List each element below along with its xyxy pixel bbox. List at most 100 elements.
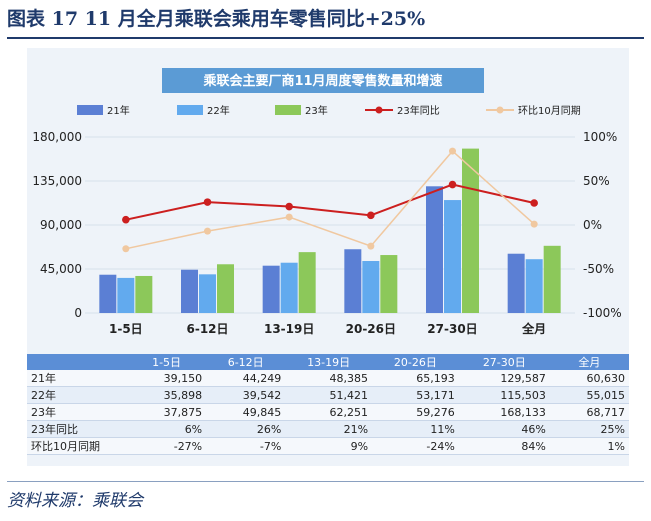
table-header-cell: 1-5日 xyxy=(127,354,207,370)
table-header-cell: 6-12日 xyxy=(206,354,286,370)
y2-tick-label: 0% xyxy=(583,218,602,232)
table-cell: -7% xyxy=(206,437,286,455)
table-row: 23年同比 6% 26% 21% 11% 46% 25% xyxy=(27,420,629,438)
bar-23年-20-26日 xyxy=(380,255,398,313)
table-cell: 59,276 xyxy=(372,403,459,421)
line-环比10月同期 xyxy=(125,150,535,250)
point-23年同比-6-12日 xyxy=(203,198,212,206)
point-环比10月同期-27-30日 xyxy=(449,147,456,155)
point-环比10月同期-13-19日 xyxy=(285,213,293,221)
legend-swatch-2 xyxy=(275,105,301,115)
source-note: 资料来源：乘联会 xyxy=(7,491,143,511)
table-cell: 49,845 xyxy=(206,403,286,421)
bar-21年-全月 xyxy=(507,253,525,313)
table-cell: 26% xyxy=(206,420,286,438)
point-23年同比-全月 xyxy=(530,199,538,207)
legend-label-1: 22年 xyxy=(207,104,230,117)
footer-rule xyxy=(7,481,644,482)
table-row-label: 23年同比 xyxy=(27,420,127,438)
table-cell: 39,150 xyxy=(127,370,207,387)
legend-label-2: 23年 xyxy=(305,104,328,117)
x-tick-label: 27-30日 xyxy=(427,322,477,336)
bar-22年-20-26日 xyxy=(362,261,380,313)
table-cell: 9% xyxy=(285,437,373,455)
bar-23年-1-5日 xyxy=(135,275,153,313)
title-rule xyxy=(7,37,644,39)
table-cell: 35,898 xyxy=(127,386,207,404)
table-row: 23年 37,875 49,845 62,251 59,276 168,133 68,717 xyxy=(27,403,629,421)
bar-22年-全月 xyxy=(525,259,543,313)
y2-tick-label: -100% xyxy=(583,306,622,320)
legend-marker-4 xyxy=(496,106,504,114)
bar-22年-1-5日 xyxy=(117,277,135,313)
table-cell: 39,542 xyxy=(206,386,286,404)
table-row: 环比10月同期 -27% -7% 9% -24% 84% 1% xyxy=(27,437,629,455)
table-cell: 129,587 xyxy=(458,370,550,387)
table-row-label: 23年 xyxy=(27,403,127,421)
table-header-cell: 全月 xyxy=(549,354,629,370)
chart-title: 乘联会主要厂商11月周度零售数量和增速 xyxy=(202,73,442,89)
point-23年同比-27-30日 xyxy=(448,180,457,189)
chart-title-banner xyxy=(162,68,484,93)
table-cell: 1% xyxy=(549,437,629,455)
table-row-label: 21年 xyxy=(27,370,127,387)
table-cell: 11% xyxy=(372,420,459,438)
bar-22年-13-19日 xyxy=(280,262,298,313)
x-tick-label: 6-12日 xyxy=(186,322,228,336)
x-tick-label: 全月 xyxy=(521,321,546,336)
table-row: 21年 39,150 44,249 48,385 65,193 129,587 60,630 xyxy=(27,370,629,387)
point-23年同比-1-5日 xyxy=(122,215,130,224)
table-row-label: 环比10月同期 xyxy=(27,437,127,455)
point-23年同比-13-19日 xyxy=(285,202,293,211)
data-table: 1-5日 6-12日 13-19日 20-26日 27-30日 全月 21年 39,150 4… xyxy=(27,354,629,455)
point-环比10月同期-20-26日 xyxy=(367,242,375,250)
table-cell: 62,251 xyxy=(285,403,373,421)
legend-label-3: 23年同比 xyxy=(397,104,440,117)
table-cell: -27% xyxy=(127,437,207,455)
table-cell: 168,133 xyxy=(458,403,550,421)
bar-23年-6-12日 xyxy=(217,264,234,313)
y2-tick-label: 50% xyxy=(583,174,610,188)
table-cell: 48,385 xyxy=(285,370,373,387)
y2-tick-label: 100% xyxy=(583,130,617,144)
table-cell: 21% xyxy=(285,420,373,438)
point-环比10月同期-全月 xyxy=(530,220,538,228)
line-23年同比 xyxy=(125,183,535,221)
bar-21年-13-19日 xyxy=(262,265,280,313)
table-cell: 44,249 xyxy=(206,370,286,387)
table-cell: 53,171 xyxy=(372,386,459,404)
bar-23年-13-19日 xyxy=(298,252,316,313)
bar-21年-27-30日 xyxy=(426,186,443,313)
bar-22年-27-30日 xyxy=(444,200,461,313)
table-header-cell: 27-30日 xyxy=(458,354,550,370)
table-row: 22年 35,898 39,542 51,421 53,171 115,503 55,015 xyxy=(27,386,629,404)
table-header-cell: 20-26日 xyxy=(372,354,459,370)
table-cell: 84% xyxy=(458,437,550,455)
legend-marker-3 xyxy=(375,106,383,114)
x-tick-label: 1-5日 xyxy=(109,322,143,336)
legend-label-0: 21年 xyxy=(107,104,130,117)
bar-21年-6-12日 xyxy=(181,269,198,313)
point-23年同比-20-26日 xyxy=(367,211,375,220)
table-cell: 60,630 xyxy=(549,370,629,387)
table-header-row: 1-5日 6-12日 13-19日 20-26日 27-30日 全月 xyxy=(27,354,629,370)
y-tick-label: 0 xyxy=(74,306,82,320)
table-cell: 65,193 xyxy=(372,370,459,387)
x-tick-label: 13-19日 xyxy=(264,322,314,336)
legend-swatch-1 xyxy=(177,105,203,115)
y-tick-label: 180,000 xyxy=(32,130,82,144)
table-cell: 68,717 xyxy=(549,403,629,421)
figure-title: 图表 17 11 月全月乘联会乘用车零售同比+25% xyxy=(7,8,426,30)
table-cell: 51,421 xyxy=(285,386,373,404)
table-cell: 55,015 xyxy=(549,386,629,404)
bar-22年-6-12日 xyxy=(199,274,216,313)
bar-21年-20-26日 xyxy=(344,249,362,313)
table-header-cell: 13-19日 xyxy=(285,354,373,370)
table-cell: 115,503 xyxy=(458,386,550,404)
table-cell: 46% xyxy=(458,420,550,438)
table-corner-cell xyxy=(27,354,127,370)
legend-label-4: 环比10月同期 xyxy=(518,105,581,117)
point-环比10月同期-1-5日 xyxy=(122,245,130,253)
x-tick-label: 20-26日 xyxy=(346,322,396,336)
